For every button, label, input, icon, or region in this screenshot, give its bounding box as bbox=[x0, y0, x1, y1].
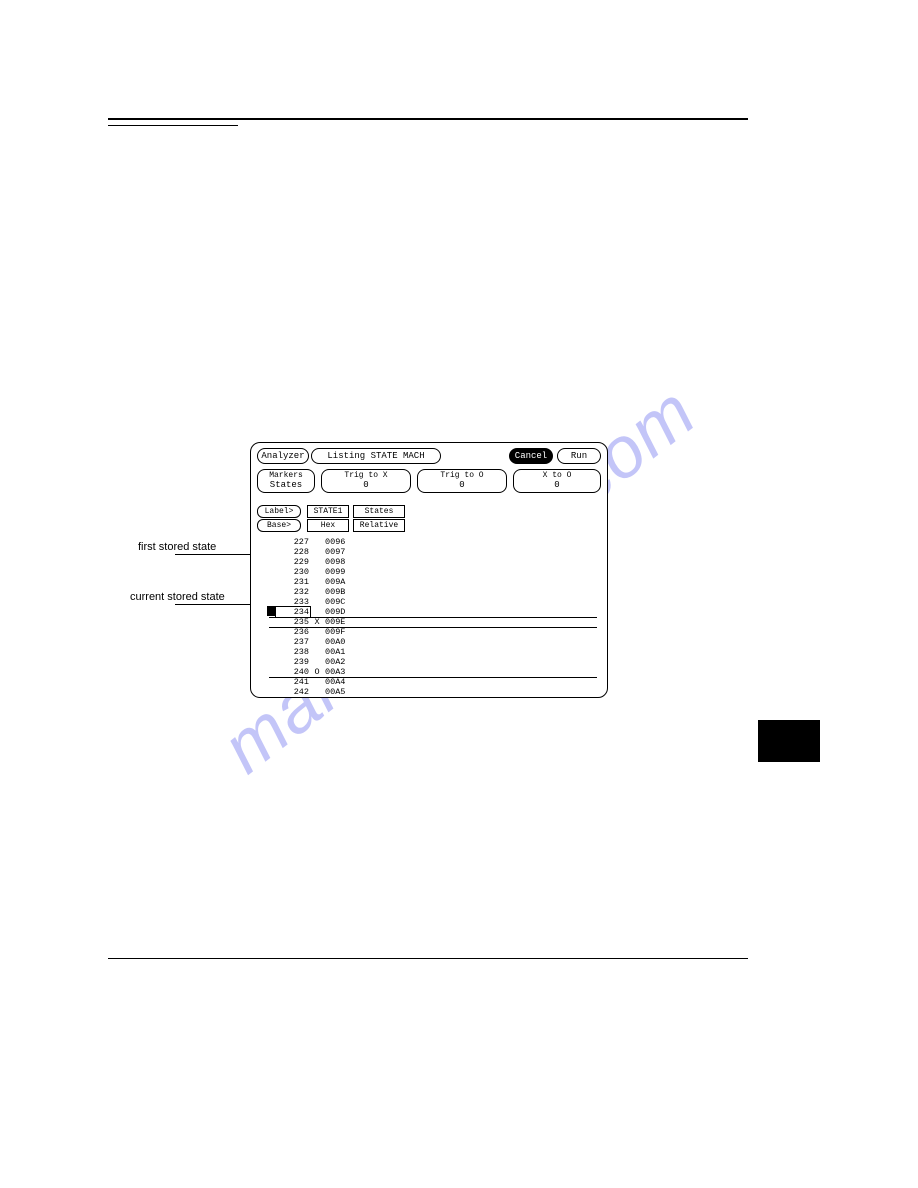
markers-box[interactable]: Markers States bbox=[257, 469, 315, 493]
listing-line-number: 236 bbox=[275, 627, 309, 637]
listing-row[interactable]: 231 009A bbox=[275, 577, 591, 587]
listing-row[interactable]: 236 009F bbox=[275, 627, 591, 637]
listing-hex-value: 009C bbox=[325, 597, 365, 607]
listing-row[interactable]: 228 0097 bbox=[275, 547, 591, 557]
relative-header[interactable]: Relative bbox=[353, 519, 405, 532]
listing-row[interactable]: 234009D bbox=[275, 607, 591, 617]
listing-line-number: 229 bbox=[275, 557, 309, 567]
listing-hex-value: 009E bbox=[325, 617, 365, 627]
listing-hex-value: 00A3 bbox=[325, 667, 365, 677]
listing-hex-value: 009D bbox=[325, 607, 365, 617]
listing-row[interactable]: 238 00A1 bbox=[275, 647, 591, 657]
markers-value: States bbox=[258, 480, 314, 490]
listing-hex-value: 00A0 bbox=[325, 637, 365, 647]
listing-row[interactable]: 227 0096 bbox=[275, 537, 591, 547]
listing-line-number: 238 bbox=[275, 647, 309, 657]
current-state-marker-icon bbox=[267, 606, 275, 616]
x-to-o-value: 0 bbox=[514, 480, 600, 490]
listing-line-number: 231 bbox=[275, 577, 309, 587]
listing-separator bbox=[269, 677, 597, 678]
trig-to-x-value: 0 bbox=[322, 480, 410, 490]
listing-row[interactable]: 230 0099 bbox=[275, 567, 591, 577]
listing-line-number: 228 bbox=[275, 547, 309, 557]
listing-row[interactable]: 239 00A2 bbox=[275, 657, 591, 667]
listing-hex-value: 0096 bbox=[325, 537, 365, 547]
listing-marker: X bbox=[309, 617, 325, 627]
listing-hex-value: 009F bbox=[325, 627, 365, 637]
listing-row[interactable]: 235X009E bbox=[275, 617, 591, 627]
hex-header[interactable]: Hex bbox=[307, 519, 349, 532]
listing-hex-value: 00A2 bbox=[325, 657, 365, 667]
listing-row[interactable]: 237 00A0 bbox=[275, 637, 591, 647]
run-button[interactable]: Run bbox=[557, 448, 601, 464]
label-header-button[interactable]: Label> bbox=[257, 505, 301, 518]
trig-to-o-label: Trig to O bbox=[418, 470, 506, 480]
x-to-o-box[interactable]: X to O 0 bbox=[513, 469, 601, 493]
listing-line-number: 230 bbox=[275, 567, 309, 577]
rule-top-short bbox=[108, 125, 238, 126]
callout-current-stored: current stored state bbox=[130, 590, 240, 604]
listing-hex-value: 009A bbox=[325, 577, 365, 587]
rule-bottom bbox=[108, 958, 748, 959]
listing-line-number: 239 bbox=[275, 657, 309, 667]
cancel-button[interactable]: Cancel bbox=[509, 448, 553, 464]
listing-row[interactable]: 240O00A3 bbox=[275, 667, 591, 677]
callout-line-current bbox=[175, 604, 261, 605]
markers-label: Markers bbox=[258, 470, 314, 480]
callout-first-stored: first stored state bbox=[138, 540, 238, 554]
listing-line-number: 242 bbox=[275, 687, 309, 697]
listing-line-number: 227 bbox=[275, 537, 309, 547]
listing-hex-value: 00A5 bbox=[325, 687, 365, 697]
trig-to-o-value: 0 bbox=[418, 480, 506, 490]
listing-marker: O bbox=[309, 667, 325, 677]
trig-to-o-box[interactable]: Trig to O 0 bbox=[417, 469, 507, 493]
state1-header[interactable]: STATE1 bbox=[307, 505, 349, 518]
listing-line-number: 235 bbox=[275, 617, 309, 627]
listing-separator bbox=[269, 617, 597, 618]
x-to-o-label: X to O bbox=[514, 470, 600, 480]
listing-row[interactable]: 229 0098 bbox=[275, 557, 591, 567]
trig-to-x-box[interactable]: Trig to X 0 bbox=[321, 469, 411, 493]
page-tab-box bbox=[758, 720, 820, 762]
listing-row[interactable]: 233009C bbox=[275, 597, 591, 607]
analyzer-button[interactable]: Analyzer bbox=[257, 448, 309, 464]
listing-line-number: 232 bbox=[275, 587, 309, 597]
listing-hex-value: 00A4 bbox=[325, 677, 365, 687]
listing-line-number: 241 bbox=[275, 677, 309, 687]
base-header-button[interactable]: Base> bbox=[257, 519, 301, 532]
rule-top bbox=[108, 118, 748, 120]
listing-button[interactable]: Listing STATE MACH bbox=[311, 448, 441, 464]
listing-hex-value: 0099 bbox=[325, 567, 365, 577]
listing-row[interactable]: 242 00A5 bbox=[275, 687, 591, 697]
listing-hex-value: 00A1 bbox=[325, 647, 365, 657]
listing-line-number: 237 bbox=[275, 637, 309, 647]
analyzer-panel: Analyzer Listing STATE MACH Cancel Run M… bbox=[250, 442, 608, 698]
page: manualshive.com first stored state curre… bbox=[0, 0, 918, 1188]
listing-separator bbox=[269, 627, 597, 628]
listing-hex-value: 0098 bbox=[325, 557, 365, 567]
listing-hex-value: 0097 bbox=[325, 547, 365, 557]
listing-hex-value: 009B bbox=[325, 587, 365, 597]
states-header[interactable]: States bbox=[353, 505, 405, 518]
listing-line-number: 240 bbox=[275, 667, 309, 677]
trig-to-x-label: Trig to X bbox=[322, 470, 410, 480]
listing-row[interactable]: 241 00A4 bbox=[275, 677, 591, 687]
listing-row[interactable]: 232 009B bbox=[275, 587, 591, 597]
